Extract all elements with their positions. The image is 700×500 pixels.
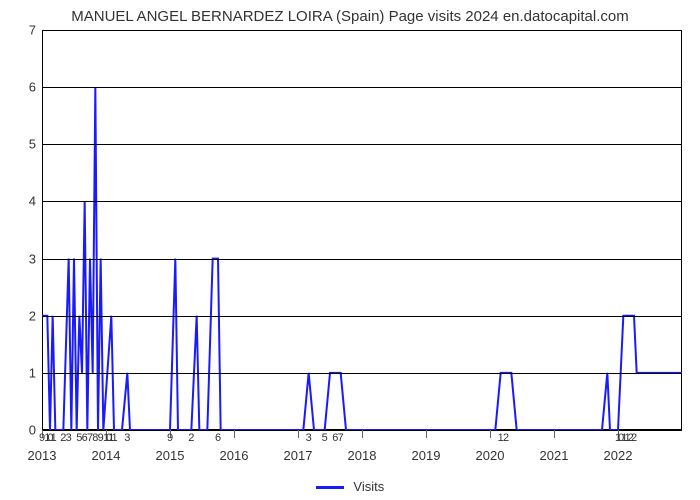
chart-title: MANUEL ANGEL BERNARDEZ LOIRA (Spain) Pag… <box>0 8 700 25</box>
y-tick-label: 7 <box>29 23 42 38</box>
y-tick-label: 6 <box>29 80 42 95</box>
x-minor-label: 5 <box>322 430 328 444</box>
x-major-label: 2018 <box>348 430 377 463</box>
y-tick-label: 5 <box>29 137 42 152</box>
gridline-h <box>42 30 682 31</box>
gridline-h <box>42 87 682 88</box>
x-major-label: 2021 <box>540 430 569 463</box>
x-major-label: 2019 <box>412 430 441 463</box>
x-major-label: 2016 <box>220 430 249 463</box>
x-minor-label: 2 <box>631 430 637 444</box>
y-tick-label: 3 <box>29 251 42 266</box>
y-tick-label: 1 <box>29 365 42 380</box>
x-minor-label: 6 <box>215 430 221 444</box>
gridline-h <box>42 259 682 260</box>
gridline-h <box>42 201 682 202</box>
gridline-h <box>42 373 682 374</box>
legend: Visits <box>0 479 700 494</box>
legend-label: Visits <box>353 479 384 494</box>
x-minor-label: 7 <box>338 430 344 444</box>
x-minor-label: 1 <box>111 430 117 444</box>
x-minor-label: 2 <box>503 430 509 444</box>
gridline-h <box>42 316 682 317</box>
x-minor-label: 3 <box>306 430 312 444</box>
x-minor-label: 3 <box>66 430 72 444</box>
plot-area: 0123456720132014201520162017201820192020… <box>42 30 682 430</box>
gridline-h <box>42 144 682 145</box>
x-minor-label: 3 <box>124 430 130 444</box>
legend-swatch <box>316 486 344 489</box>
x-minor-label: 2 <box>188 430 194 444</box>
visits-chart: MANUEL ANGEL BERNARDEZ LOIRA (Spain) Pag… <box>0 0 700 500</box>
line-series <box>42 30 682 430</box>
x-minor-label: 9 <box>167 430 173 444</box>
y-tick-label: 4 <box>29 194 42 209</box>
x-minor-label: 1 <box>51 430 57 444</box>
y-tick-label: 2 <box>29 308 42 323</box>
